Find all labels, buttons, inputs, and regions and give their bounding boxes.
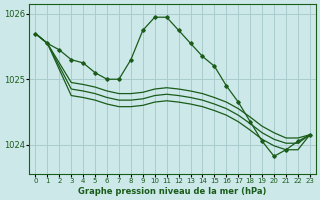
X-axis label: Graphe pression niveau de la mer (hPa): Graphe pression niveau de la mer (hPa): [78, 187, 267, 196]
